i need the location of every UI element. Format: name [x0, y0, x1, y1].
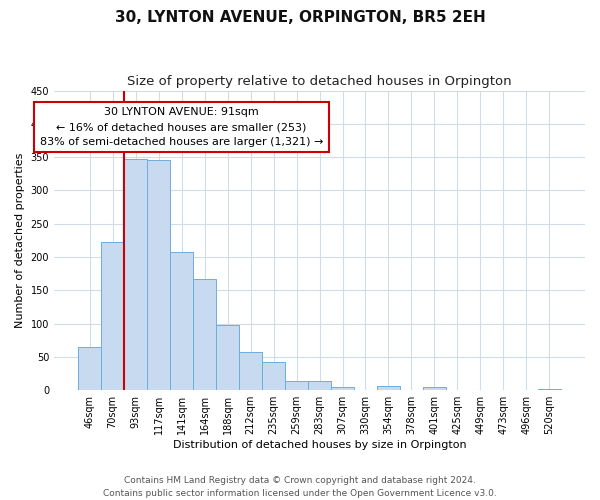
Bar: [423, 387, 446, 390]
Bar: [538, 389, 561, 390]
Bar: [239, 352, 262, 390]
X-axis label: Distribution of detached houses by size in Orpington: Distribution of detached houses by size …: [173, 440, 466, 450]
Bar: [193, 279, 216, 390]
Title: Size of property relative to detached houses in Orpington: Size of property relative to detached ho…: [127, 75, 512, 88]
Bar: [377, 386, 400, 390]
Bar: [216, 325, 239, 390]
Text: Contains HM Land Registry data © Crown copyright and database right 2024.
Contai: Contains HM Land Registry data © Crown c…: [103, 476, 497, 498]
Text: 30, LYNTON AVENUE, ORPINGTON, BR5 2EH: 30, LYNTON AVENUE, ORPINGTON, BR5 2EH: [115, 10, 485, 25]
Bar: [101, 242, 124, 390]
Bar: [262, 362, 285, 390]
Bar: [78, 347, 101, 390]
Bar: [308, 381, 331, 390]
Bar: [147, 160, 170, 390]
Text: 30 LYNTON AVENUE: 91sqm
← 16% of detached houses are smaller (253)
83% of semi-d: 30 LYNTON AVENUE: 91sqm ← 16% of detache…: [40, 107, 323, 147]
Y-axis label: Number of detached properties: Number of detached properties: [15, 152, 25, 328]
Bar: [285, 381, 308, 390]
Bar: [170, 252, 193, 390]
Bar: [331, 387, 354, 390]
Bar: [124, 159, 147, 390]
